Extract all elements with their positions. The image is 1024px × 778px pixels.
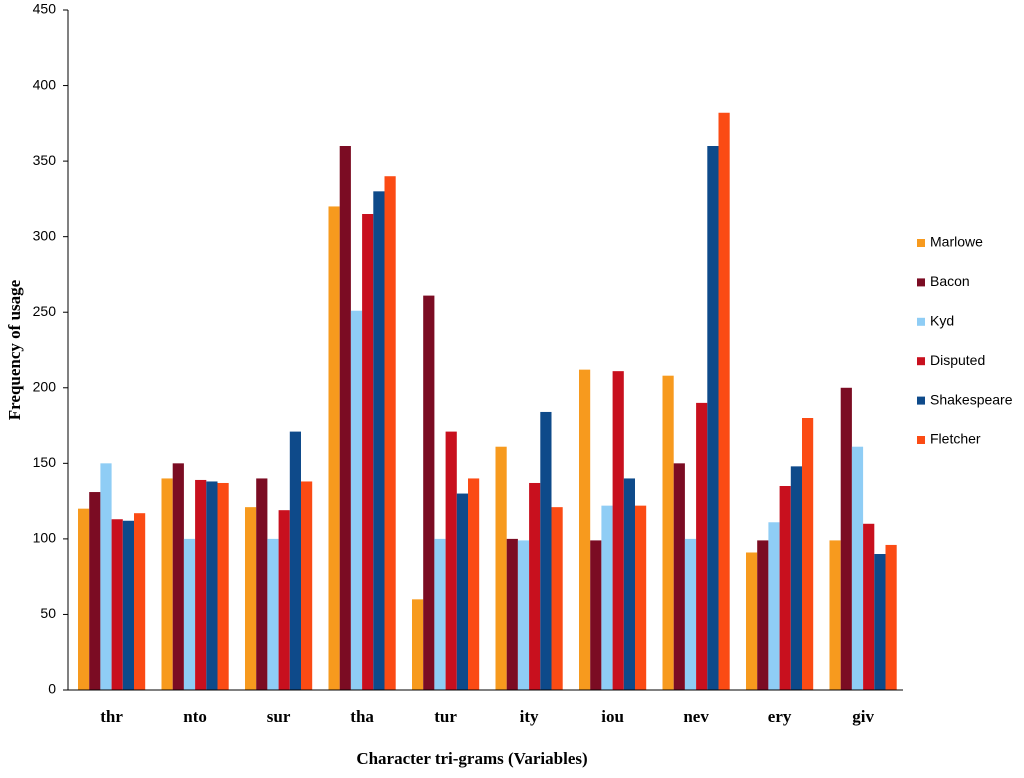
- bar: [851, 446, 864, 690]
- bar: [840, 387, 852, 690]
- bar: [863, 523, 875, 690]
- bar: [590, 540, 602, 690]
- bar: [696, 402, 708, 690]
- bar: [551, 507, 563, 690]
- bar: [412, 599, 424, 690]
- bar: [768, 522, 780, 690]
- bar: [362, 214, 374, 690]
- bar: [301, 481, 313, 690]
- bar: [339, 146, 351, 690]
- bar: [278, 510, 290, 690]
- bar: [757, 540, 769, 690]
- bar: [217, 482, 229, 690]
- y-tick-label: 450: [33, 1, 57, 17]
- bar: [134, 513, 146, 690]
- bar: [506, 538, 518, 690]
- bar: [434, 538, 446, 690]
- bar: [779, 486, 791, 690]
- legend-label: Disputed: [930, 352, 985, 368]
- bar: [707, 146, 719, 690]
- legend-label: Bacon: [930, 273, 970, 289]
- legend-swatch: [917, 278, 925, 287]
- bar: [517, 540, 530, 690]
- bar: [445, 431, 457, 690]
- y-tick-label: 100: [33, 530, 57, 546]
- bar: [612, 371, 624, 690]
- x-axis-title: Character tri-grams (Variables): [356, 749, 587, 768]
- x-tick-label: tha: [350, 707, 374, 726]
- bar: [373, 191, 385, 691]
- bar: [790, 466, 802, 690]
- x-tick-label: nto: [183, 707, 207, 726]
- bar: [874, 554, 886, 690]
- bar: [601, 505, 613, 690]
- bar: [468, 478, 480, 690]
- bar: [684, 538, 697, 690]
- bar: [100, 463, 112, 690]
- bar: [718, 112, 730, 690]
- legend-label: Shakespeare: [930, 391, 1013, 407]
- bar: [267, 538, 279, 690]
- bar: [579, 369, 591, 690]
- bar: [885, 544, 897, 690]
- bar: [495, 446, 507, 690]
- bar: [183, 538, 196, 690]
- x-tick-label: giv: [852, 707, 874, 726]
- x-tick-label: ery: [768, 707, 792, 726]
- y-axis-title: Frequency of usage: [5, 279, 24, 420]
- bar: [289, 431, 301, 690]
- bar: [662, 375, 674, 690]
- bar: [384, 176, 396, 690]
- bar: [111, 519, 123, 690]
- legend-swatch: [917, 239, 925, 247]
- bar: [623, 478, 635, 690]
- bar: [673, 463, 685, 690]
- bar: [423, 295, 435, 690]
- bar: [89, 492, 101, 690]
- bar: [78, 508, 90, 690]
- x-tick-label: nev: [683, 707, 709, 726]
- bar: [172, 463, 184, 690]
- x-tick-label: sur: [267, 707, 291, 726]
- bar: [195, 479, 207, 690]
- legend-label: Kyd: [930, 313, 954, 329]
- bar: [540, 411, 552, 690]
- bar: [529, 482, 541, 690]
- bar: [206, 481, 218, 690]
- bar: [161, 478, 173, 690]
- x-tick-label: thr: [100, 707, 123, 726]
- bar: [829, 540, 841, 690]
- bar: [328, 206, 340, 690]
- bar: [245, 507, 257, 690]
- y-tick-label: 400: [33, 76, 57, 92]
- bar: [456, 493, 468, 690]
- x-tick-label: tur: [434, 707, 457, 726]
- legend-swatch: [917, 396, 925, 405]
- y-tick-label: 50: [40, 605, 56, 621]
- bar: [256, 478, 268, 690]
- y-tick-label: 0: [48, 681, 56, 697]
- bar: [635, 505, 647, 690]
- y-tick-label: 250: [33, 303, 57, 319]
- legend-swatch: [917, 436, 925, 444]
- legend-label: Marlowe: [930, 234, 983, 250]
- legend-label: Fletcher: [930, 431, 981, 447]
- bar: [350, 310, 363, 690]
- y-tick-label: 300: [33, 227, 57, 243]
- y-tick-label: 200: [33, 378, 57, 394]
- y-tick-label: 350: [33, 152, 57, 168]
- bar: [122, 520, 134, 690]
- bar: [802, 418, 814, 690]
- y-tick-label: 150: [33, 454, 57, 470]
- bar: [746, 552, 758, 690]
- legend-swatch: [917, 317, 925, 326]
- x-tick-label: ity: [520, 707, 539, 726]
- x-tick-label: iou: [601, 707, 624, 726]
- legend-swatch: [917, 357, 925, 366]
